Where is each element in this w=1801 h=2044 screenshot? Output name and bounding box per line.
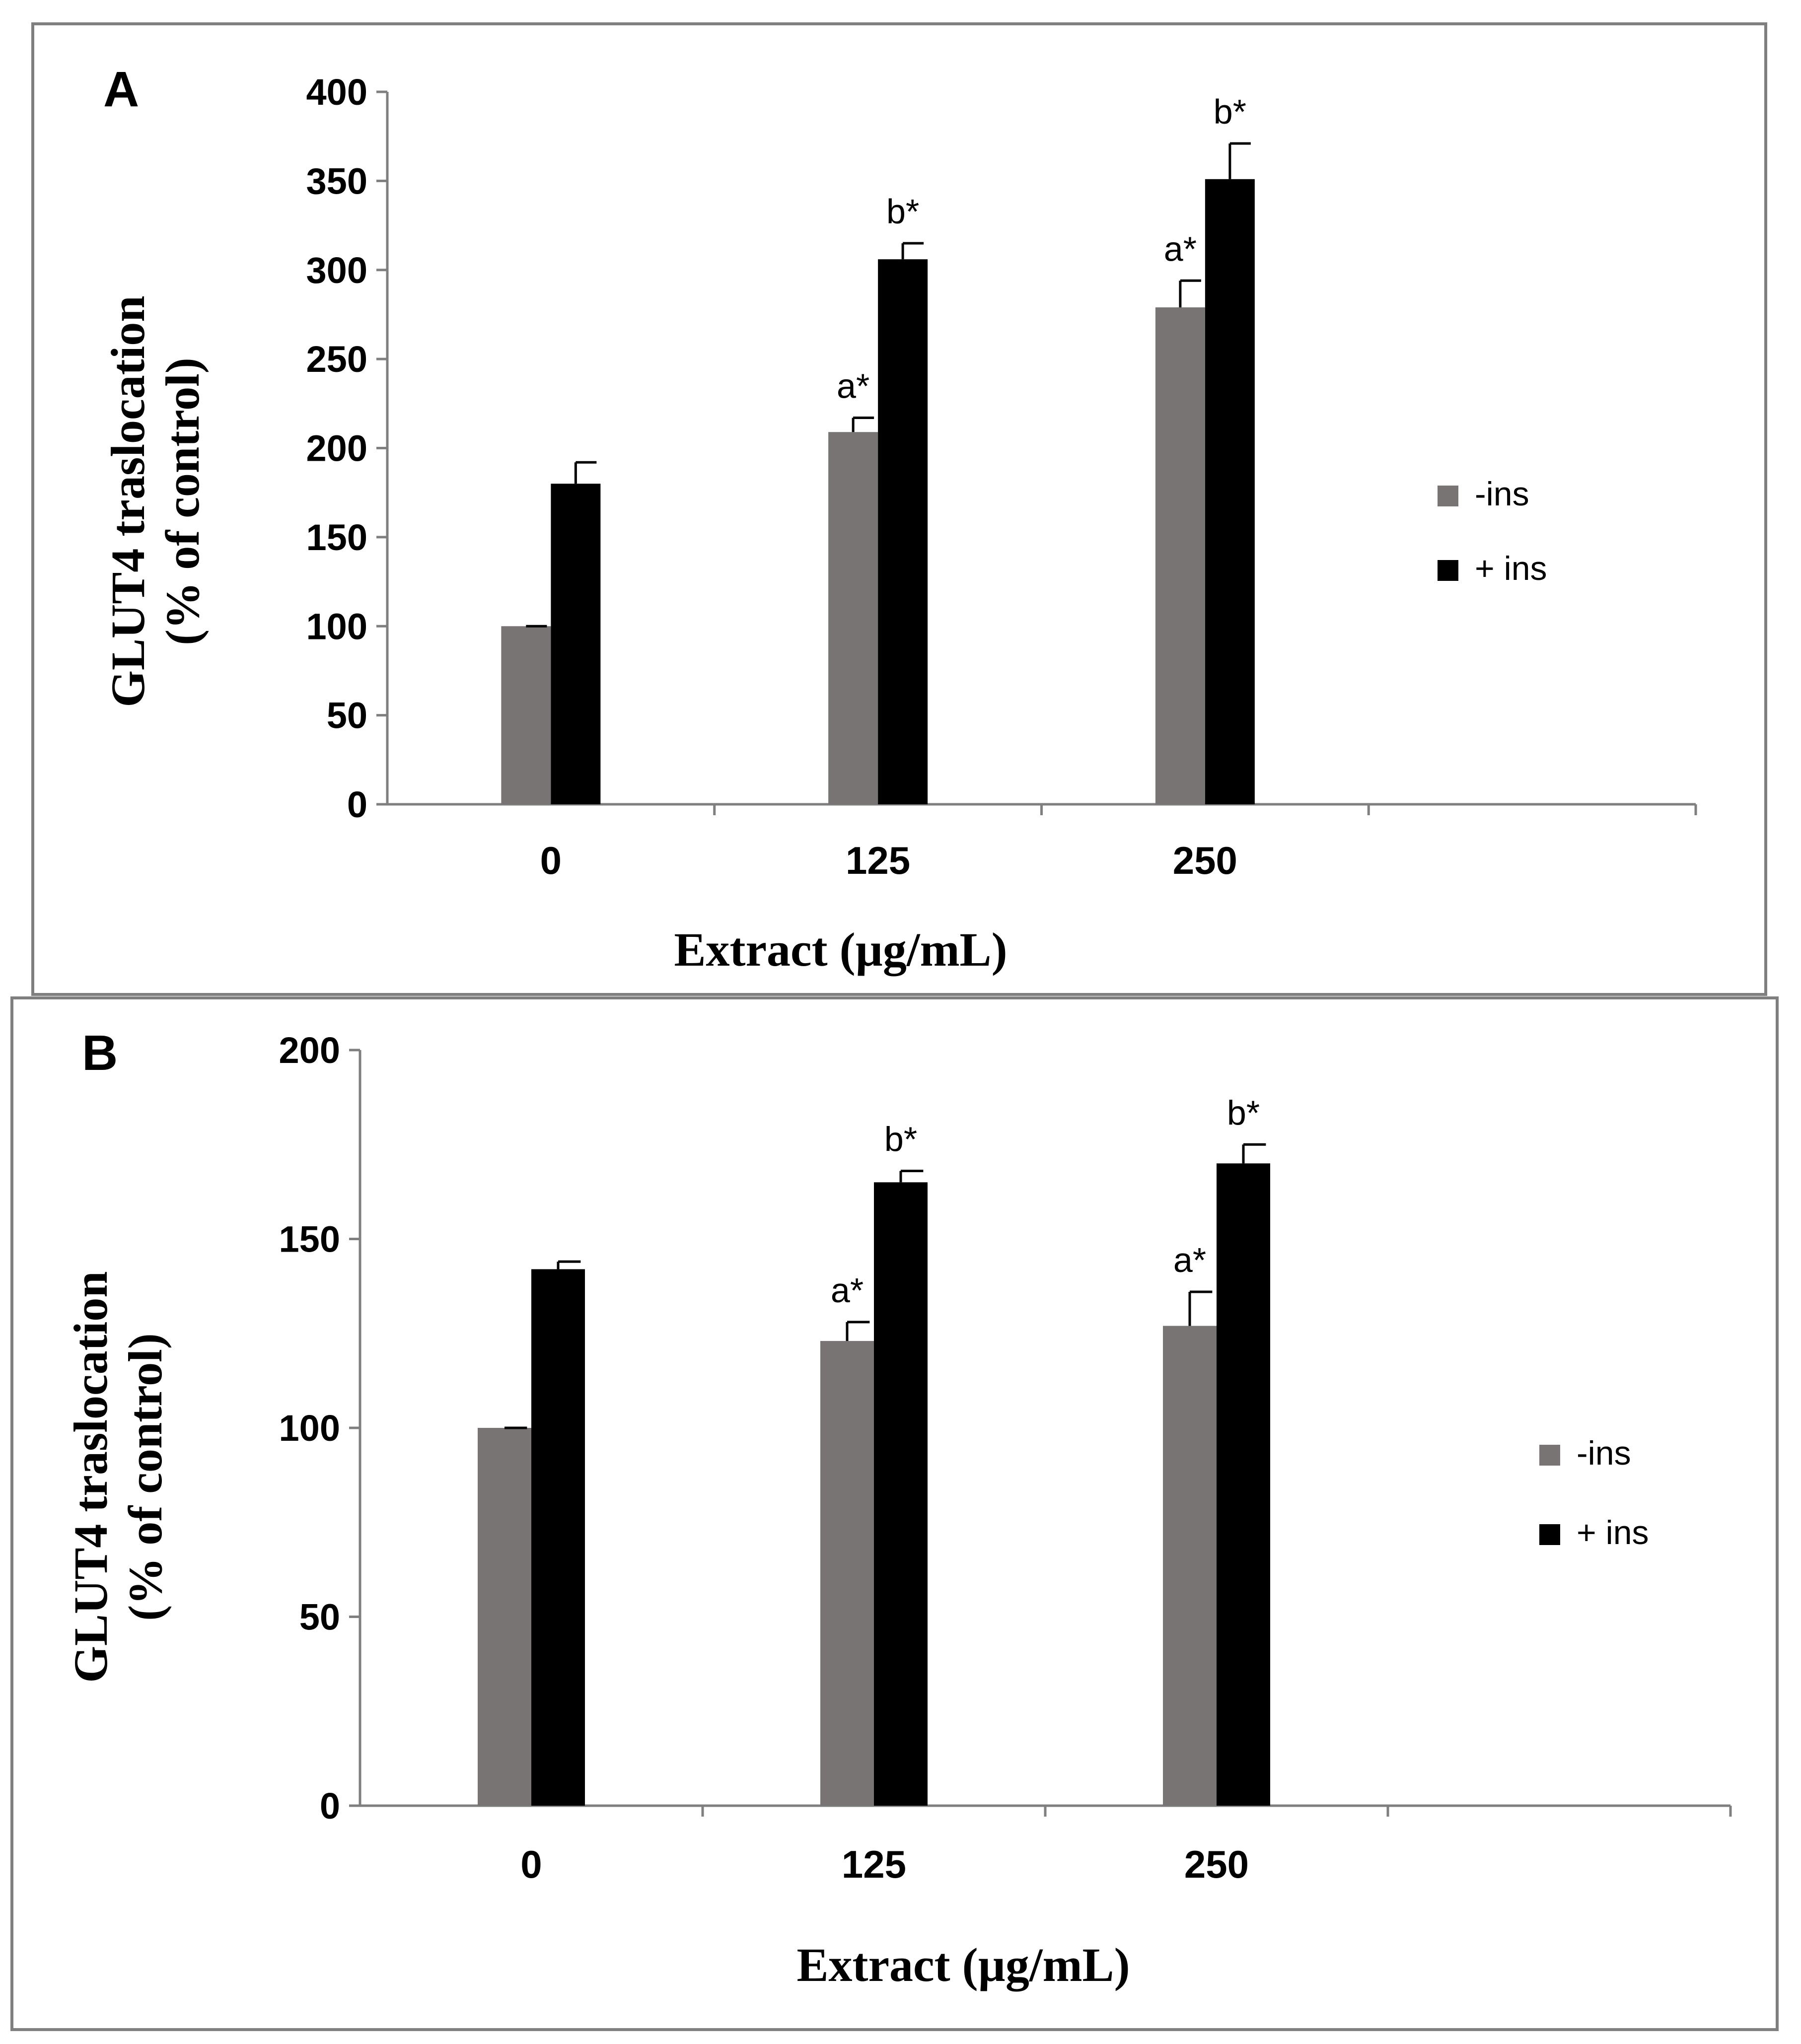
panel-b-label: B: [82, 1025, 118, 1081]
chart-a-significance-label: b*: [886, 192, 919, 231]
chart-a-y-axis-label-line2: (% of control): [156, 357, 209, 645]
chart-b-bar-minus-ins: [820, 1340, 874, 1806]
chart-a-y-tick-label: 200: [306, 428, 367, 469]
chart-b-y-tick-label: 150: [279, 1219, 340, 1260]
chart-b-bar-minus-ins: [1163, 1326, 1217, 1806]
chart-a-legend-swatch: [1438, 560, 1458, 581]
chart-a-y-tick-label: 100: [306, 606, 367, 647]
chart-a: 0 50 100 150 200 250 300 350 400 0 125 a* b* 250 a* b* -…: [306, 71, 1697, 882]
chart-a-y-tick-label: 300: [306, 250, 367, 291]
chart-b-bar-plus-ins: [874, 1182, 928, 1806]
chart-b-bar-plus-ins: [531, 1269, 585, 1806]
chart-a-significance-label: a*: [1164, 229, 1197, 268]
chart-b-y-tick-label: 200: [279, 1030, 340, 1071]
chart-b-x-axis-label: Extract (µg/mL): [796, 1938, 1130, 1991]
chart-b-significance-label: b*: [1227, 1093, 1260, 1132]
chart-a-significance-label: a*: [837, 367, 869, 406]
chart-b-legend-label: -ins: [1577, 1434, 1631, 1472]
chart-a-y-axis-label-line1: GLUT4 traslocation: [101, 295, 154, 707]
chart-a-y-tick-label: 400: [306, 71, 367, 113]
chart-a-x-tick-label: 0: [540, 839, 562, 882]
chart-a-bar-plus-ins: [878, 259, 928, 804]
chart-a-x-axis-label: Extract (µg/mL): [674, 923, 1007, 976]
chart-b-x-tick-label: 0: [520, 1842, 542, 1886]
chart-a-x-tick-label: 250: [1173, 839, 1237, 882]
panel-a-label: A: [103, 62, 139, 117]
chart-a-x-tick-label: 125: [846, 839, 910, 882]
chart-a-y-tick-label: 50: [327, 695, 367, 736]
chart-b-significance-label: a*: [831, 1271, 864, 1310]
chart-a-y-tick-label: 150: [306, 517, 367, 558]
chart-b-bar-minus-ins: [478, 1428, 531, 1806]
chart-b-legend-label: + ins: [1577, 1514, 1649, 1551]
chart-b-legend-swatch: [1539, 1445, 1560, 1466]
chart-b-y-tick-label: 0: [320, 1785, 340, 1827]
chart-a-y-tick-label: 250: [306, 339, 367, 380]
chart-b-y-axis-label-line1: GLUT4 traslocation: [64, 1271, 117, 1683]
chart-a-bar-plus-ins: [1205, 179, 1255, 805]
chart-b-y-axis-label-line2: (% of control): [119, 1333, 172, 1621]
chart-a-y-tick-label: 350: [306, 160, 367, 202]
chart-b-x-tick-label: 250: [1184, 1842, 1249, 1886]
chart-a-bar-minus-ins: [828, 432, 878, 804]
panel-a-frame: [31, 22, 1767, 996]
chart-a-legend-swatch: [1438, 486, 1458, 506]
chart-b-legend-swatch: [1539, 1524, 1560, 1545]
chart-a-bar-plus-ins: [551, 484, 601, 804]
chart-a-legend-label: -ins: [1475, 475, 1529, 513]
chart-b-significance-label: b*: [884, 1120, 917, 1159]
panel-b-frame: [10, 996, 1779, 2031]
chart-b-bar-plus-ins: [1217, 1163, 1270, 1806]
chart-a-significance-label: b*: [1214, 92, 1246, 131]
chart-b-x-tick-label: 125: [842, 1842, 906, 1886]
chart-a-y-tick-label: 0: [347, 784, 367, 825]
chart-a-bar-minus-ins: [1155, 307, 1205, 804]
chart-b-y-tick-label: 100: [279, 1408, 340, 1449]
chart-b: 0 50 100 150 200 0 125 a* b* 250 a* b* -ins + ins: [279, 1030, 1732, 1886]
chart-b-significance-label: a*: [1173, 1241, 1206, 1279]
chart-b-y-tick-label: 50: [299, 1597, 340, 1638]
chart-a-legend-label: + ins: [1475, 550, 1547, 587]
chart-a-bar-minus-ins: [501, 626, 551, 804]
